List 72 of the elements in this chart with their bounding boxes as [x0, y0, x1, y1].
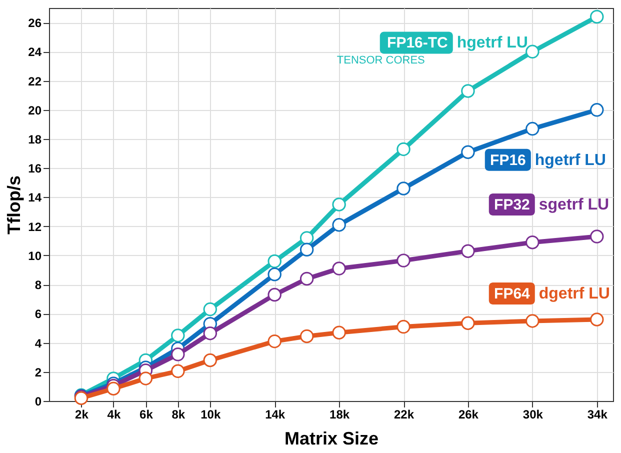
x-tick-label: 2k: [75, 408, 89, 422]
point: [526, 314, 540, 328]
point: [526, 235, 540, 250]
text: FP16-TC: [387, 34, 448, 52]
point: [268, 334, 282, 348]
annotation: hgetrf LU: [534, 152, 606, 169]
point: [332, 326, 346, 340]
y-axis-title: Tflop/s: [4, 176, 24, 234]
x-tick-label: 30k: [522, 408, 544, 422]
y-tick-label: 4: [34, 336, 42, 350]
x-tick-label: 26k: [458, 408, 479, 422]
point: [396, 320, 410, 334]
point: [461, 84, 475, 98]
point: [300, 272, 314, 286]
point: [590, 103, 604, 117]
y-tick-label: 10: [28, 248, 42, 263]
point: [590, 312, 604, 326]
point: [171, 348, 185, 362]
x-tick-label: 6k: [140, 408, 154, 422]
point: [332, 198, 346, 212]
point: [300, 242, 314, 256]
y-tick-label: 26: [28, 16, 42, 30]
point: [461, 316, 475, 330]
point: [300, 329, 314, 344]
point: [106, 382, 120, 396]
x-tick-label: 14k: [265, 408, 286, 422]
point: [268, 254, 282, 268]
point: [268, 268, 282, 282]
point: [203, 302, 218, 316]
y-tick-label: 12: [28, 220, 42, 234]
point: [590, 230, 604, 244]
point: [526, 44, 540, 59]
annotation: hgetrf LU: [456, 34, 528, 52]
y-tick-label: 8: [34, 278, 42, 292]
x-axis-title: Matrix Size: [284, 428, 379, 448]
x-tick-label: 10k: [200, 408, 221, 422]
point: [300, 231, 314, 245]
series-label: FP32: [494, 196, 530, 214]
point: [268, 288, 282, 302]
point: [590, 10, 604, 24]
y-tick-label: 22: [28, 74, 42, 88]
point: [526, 122, 540, 136]
point: [171, 364, 185, 378]
annotation: TENSOR CORES: [336, 54, 425, 67]
point: [396, 182, 410, 196]
point: [171, 328, 185, 342]
x-tick-label: 34k: [587, 408, 608, 422]
x-tick-label: 22k: [394, 408, 414, 422]
y-tick-label: 24: [28, 45, 42, 60]
point: [461, 145, 475, 159]
point: [461, 244, 475, 258]
y-tick-label: 14: [28, 190, 42, 205]
series-label: FP64: [494, 285, 531, 302]
point: [396, 254, 410, 268]
annotation: dgetrf LU: [538, 285, 610, 302]
y-tick-label: 18: [28, 132, 42, 146]
y-tick-label: 2: [34, 365, 42, 380]
x-tick-label: 4k: [107, 408, 121, 422]
point: [332, 218, 346, 232]
y-tick-label: 0: [34, 394, 42, 408]
point: [138, 372, 153, 386]
series-label: FP16: [490, 152, 526, 169]
point: [396, 142, 410, 156]
y-tick-label: 16: [28, 162, 42, 176]
point: [203, 353, 218, 368]
y-tick-label: 6: [34, 307, 42, 322]
point: [203, 326, 218, 340]
x-tick-label: 8k: [172, 408, 186, 422]
annotation: sgetrf LU: [538, 196, 610, 214]
point: [332, 262, 346, 276]
y-tick-label: 20: [28, 103, 42, 118]
x-tick-label: 18k: [330, 408, 350, 422]
